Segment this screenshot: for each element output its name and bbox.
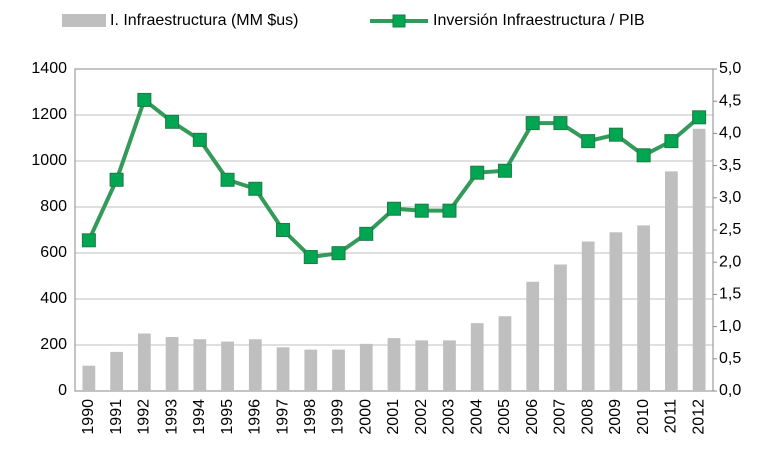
x-tick-label: 2006 xyxy=(524,399,541,435)
bar xyxy=(415,340,429,391)
marker xyxy=(109,172,124,187)
y-tick-label: 600 xyxy=(40,244,67,261)
bar xyxy=(82,365,96,391)
marker xyxy=(608,127,623,142)
x-tick-label: 1997 xyxy=(274,399,291,435)
bar xyxy=(665,171,678,391)
x-tick-label: 1998 xyxy=(302,399,319,435)
legend-swatch xyxy=(62,14,106,27)
marker xyxy=(692,110,707,125)
y2-tick-label: 0,5 xyxy=(719,350,741,367)
x-tick-label: 2012 xyxy=(690,399,707,435)
y-tick-label: 1400 xyxy=(31,60,67,77)
y2-tick-label: 4,5 xyxy=(719,92,741,109)
y-tick-label: 400 xyxy=(40,290,67,307)
marker xyxy=(664,134,679,149)
marker xyxy=(497,163,512,178)
legend-label: I. Infraestructura (MM $us) xyxy=(110,12,299,29)
bar xyxy=(137,333,151,391)
bar xyxy=(110,351,123,391)
bar xyxy=(470,323,484,391)
y2-tick-label: 3,5 xyxy=(719,157,741,174)
y2-tick-label: 1,5 xyxy=(719,286,741,303)
marker xyxy=(359,226,374,241)
marker xyxy=(387,201,401,216)
marker xyxy=(192,132,207,147)
bar xyxy=(554,264,567,391)
x-tick-label: 1995 xyxy=(219,399,236,435)
bar xyxy=(332,349,345,391)
marker xyxy=(137,92,152,107)
x-tick-label: 2002 xyxy=(413,399,430,435)
x-tick-label: 1990 xyxy=(80,399,97,435)
marker xyxy=(525,116,540,131)
marker xyxy=(442,203,457,218)
y-tick-label: 800 xyxy=(40,198,67,215)
marker xyxy=(636,148,651,163)
x-tick-label: 2011 xyxy=(663,399,680,434)
y-tick-label: 1200 xyxy=(31,106,67,123)
bar xyxy=(248,339,262,391)
x-tick-label: 1991 xyxy=(108,399,125,435)
legend-label: Inversión Infraestructura / PIB xyxy=(433,12,645,29)
x-tick-label: 2003 xyxy=(441,399,458,435)
marker xyxy=(414,203,429,218)
marker xyxy=(81,233,96,248)
x-tick-label: 1993 xyxy=(163,399,180,435)
x-tick-label: 2001 xyxy=(385,399,402,435)
marker xyxy=(470,165,485,180)
bar xyxy=(221,341,234,391)
marker xyxy=(276,223,291,237)
marker xyxy=(248,181,263,196)
marker xyxy=(581,134,596,149)
bar xyxy=(276,347,290,391)
x-tick-label: 2000 xyxy=(357,399,374,435)
bar xyxy=(304,349,318,391)
bar xyxy=(526,281,540,391)
x-tick-label: 2007 xyxy=(552,399,569,435)
bar xyxy=(609,232,623,391)
y2-tick-label: 2,5 xyxy=(719,221,741,238)
y2-tick-label: 3,0 xyxy=(719,189,741,206)
bar xyxy=(165,336,179,391)
y2-tick-label: 2,0 xyxy=(719,253,741,270)
bar xyxy=(443,340,456,391)
x-tick-label: 2009 xyxy=(607,399,624,435)
y2-tick-label: 4,0 xyxy=(719,125,741,142)
x-tick-label: 2008 xyxy=(579,399,596,435)
y2-tick-label: 1,0 xyxy=(719,318,741,335)
y-tick-label: 200 xyxy=(40,336,67,353)
y-tick-label: 1000 xyxy=(31,152,67,169)
x-tick-label: 1999 xyxy=(330,399,347,435)
x-tick-label: 2010 xyxy=(635,399,652,435)
marker xyxy=(220,172,235,187)
bar xyxy=(498,316,512,391)
x-tick-label: 1992 xyxy=(136,399,153,435)
x-tick-label: 2004 xyxy=(468,399,485,435)
bar xyxy=(692,128,706,392)
marker xyxy=(165,114,180,129)
marker xyxy=(303,250,318,265)
marker xyxy=(553,116,568,131)
x-tick-label: 1994 xyxy=(191,399,208,435)
marker xyxy=(331,246,346,261)
y2-tick-label: 0,0 xyxy=(719,382,741,399)
bar xyxy=(359,343,373,391)
legend-marker xyxy=(392,14,406,28)
bar xyxy=(193,339,207,391)
bar xyxy=(637,225,651,391)
bar xyxy=(581,241,595,391)
y2-tick-label: 5,0 xyxy=(719,60,741,77)
line xyxy=(87,96,701,260)
y-tick-label: 0 xyxy=(58,382,67,399)
x-tick-label: 2005 xyxy=(496,399,513,435)
bar xyxy=(387,338,401,391)
x-tick-label: 1996 xyxy=(247,399,264,435)
